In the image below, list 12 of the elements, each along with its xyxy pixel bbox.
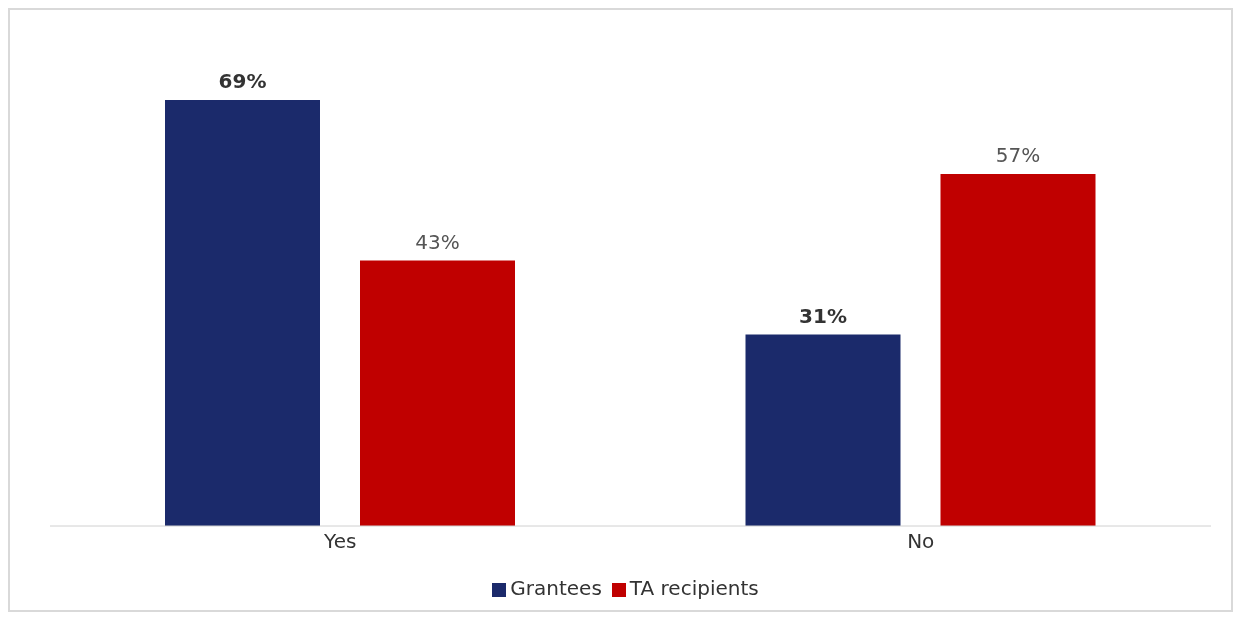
legend-label: TA recipients <box>629 576 759 600</box>
x-tick-label: Yes <box>323 529 357 554</box>
bar <box>165 100 320 526</box>
data-label: 31% <box>799 303 847 328</box>
bar <box>940 174 1096 526</box>
bar <box>745 334 901 526</box>
legend-label: Grantees <box>510 576 602 600</box>
bar <box>360 260 515 526</box>
x-tick-label: No <box>907 529 935 554</box>
data-label: 43% <box>415 229 460 254</box>
data-label: 57% <box>995 143 1041 168</box>
data-label: 69% <box>218 69 267 93</box>
